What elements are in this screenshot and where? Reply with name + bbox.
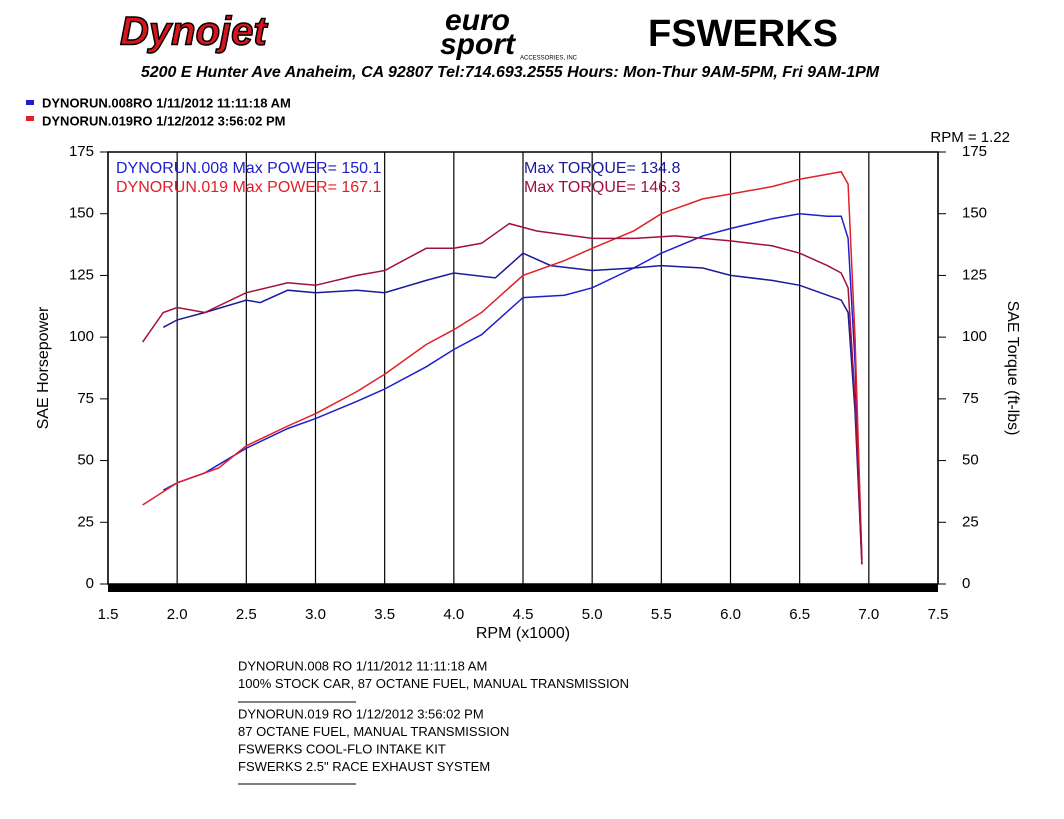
y2-tick-label: 25 <box>962 513 979 530</box>
x-tick-label: 1.5 <box>98 606 119 623</box>
run-swatch <box>26 100 34 105</box>
annotation: DYNORUN.019 Max POWER= 167.1 <box>116 179 382 196</box>
logo: FSWERKS <box>648 13 838 55</box>
note-line: FSWERKS 2.5" RACE EXHAUST SYSTEM <box>238 759 490 774</box>
plot: 1.5 2.0 2.5 3.0 3.5 4.0 4.5 5.0 5.5 6.0 6.5 7.0 7.5 0… <box>35 143 1021 642</box>
series-line <box>162 252 863 565</box>
logo: euro <box>445 4 510 37</box>
x-tick-label: 3.5 <box>374 606 395 623</box>
run-label: DYNORUN.019RO 1/12/2012 3:56:02 PM <box>42 113 286 128</box>
rpm-note: RPM = 1.22 <box>930 129 1010 146</box>
y-tick-label: 25 <box>77 513 94 530</box>
run-swatch <box>26 116 34 121</box>
x-tick-label: 5.5 <box>651 606 672 623</box>
x-tick-label: 4.0 <box>443 606 464 623</box>
annotation: Max TORQUE= 134.8 <box>524 160 680 177</box>
y2-tick-label: 175 <box>962 143 987 160</box>
series-line <box>141 222 863 565</box>
y-tick-label: 125 <box>69 266 94 283</box>
y2-tick-label: 100 <box>962 328 987 345</box>
logo: ACCESSORIES, INC <box>520 56 578 62</box>
y-tick-label: 50 <box>77 452 94 469</box>
annotation: Max TORQUE= 146.3 <box>524 179 680 196</box>
note-line: DYNORUN.019 RO 1/12/2012 3:56:02 PM <box>238 706 484 721</box>
y-tick-label: 0 <box>86 575 94 592</box>
logo: sport <box>440 28 517 61</box>
x-tick-label: 7.0 <box>858 606 879 623</box>
y-tick-label: 150 <box>69 205 94 222</box>
note-line: FSWERKS COOL-FLO INTAKE KIT <box>238 741 446 756</box>
y2-tick-label: 150 <box>962 205 987 222</box>
x-tick-label: 2.0 <box>167 606 188 623</box>
y-tick-label: 175 <box>69 143 94 160</box>
y-axis-label: SAE Horsepower <box>35 306 52 429</box>
x-tick-label: 6.5 <box>789 606 810 623</box>
series-line <box>162 212 863 560</box>
y2-axis-label: SAE Torque (ft-lbs) <box>1004 301 1021 436</box>
series-line <box>142 170 863 560</box>
y2-tick-label: 125 <box>962 266 987 283</box>
x-tick-label: 2.5 <box>236 606 257 623</box>
address: 5200 E Hunter Ave Anaheim, CA 92807 Tel:… <box>141 64 880 81</box>
x-tick-label: 3.0 <box>305 606 326 623</box>
x-tick-label: 5.0 <box>582 606 603 623</box>
x-axis-label: RPM (x1000) <box>476 625 570 642</box>
y-tick-label: 100 <box>69 328 94 345</box>
note-line: 100% STOCK CAR, 87 OCTANE FUEL, MANUAL T… <box>238 676 629 691</box>
logo: Dynojet <box>120 10 268 54</box>
y2-tick-label: 75 <box>962 390 979 407</box>
note-line: DYNORUN.008 RO 1/11/2012 11:11:18 AM <box>238 658 487 673</box>
x-tick-label: 6.0 <box>720 606 741 623</box>
y-tick-label: 75 <box>77 390 94 407</box>
annotation: DYNORUN.008 Max POWER= 150.1 <box>116 160 382 177</box>
x-tick-label: 4.5 <box>513 606 534 623</box>
x-tick-label: 7.5 <box>928 606 949 623</box>
note-line: 87 OCTANE FUEL, MANUAL TRANSMISSION <box>238 724 509 739</box>
y2-tick-label: 0 <box>962 575 970 592</box>
y2-tick-label: 50 <box>962 452 979 469</box>
run-label: DYNORUN.008RO 1/11/2012 11:11:18 AM <box>42 95 291 110</box>
